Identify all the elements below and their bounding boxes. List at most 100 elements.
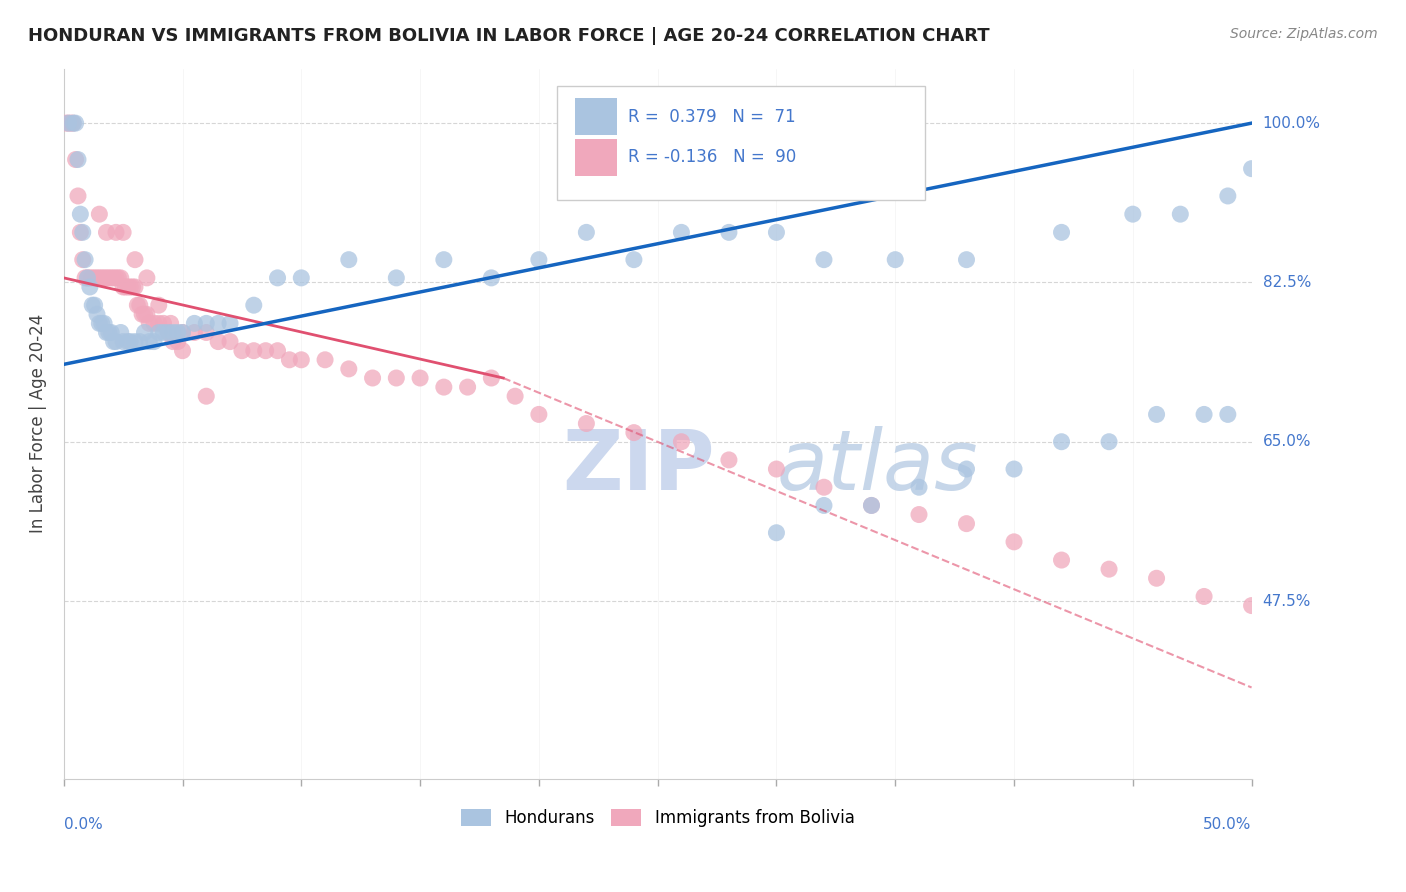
- Y-axis label: In Labor Force | Age 20-24: In Labor Force | Age 20-24: [30, 314, 46, 533]
- Point: [908, 480, 931, 494]
- Point: [69, 225, 91, 239]
- Point: [128, 334, 150, 349]
- Point: [55, 116, 77, 130]
- Point: [243, 343, 266, 358]
- Point: [82, 298, 104, 312]
- Point: [860, 499, 883, 513]
- Point: [75, 271, 97, 285]
- Point: [433, 252, 456, 267]
- Point: [166, 326, 188, 340]
- Point: [337, 362, 360, 376]
- Point: [290, 352, 312, 367]
- Point: [128, 298, 150, 312]
- Point: [527, 408, 550, 422]
- Point: [58, 116, 80, 130]
- Text: 50.0%: 50.0%: [1204, 817, 1251, 832]
- Text: atlas: atlas: [776, 425, 979, 507]
- Point: [96, 225, 118, 239]
- Point: [385, 271, 408, 285]
- Point: [76, 271, 98, 285]
- Point: [671, 434, 693, 449]
- Point: [79, 271, 101, 285]
- Point: [207, 334, 229, 349]
- Point: [409, 371, 432, 385]
- Point: [112, 225, 135, 239]
- Point: [120, 280, 142, 294]
- Point: [433, 380, 456, 394]
- Point: [195, 317, 218, 331]
- Point: [1050, 553, 1073, 567]
- Point: [79, 280, 101, 294]
- Point: [110, 271, 132, 285]
- Point: [1146, 571, 1168, 585]
- Point: [219, 334, 242, 349]
- Text: HONDURAN VS IMMIGRANTS FROM BOLIVIA IN LABOR FORCE | AGE 20-24 CORRELATION CHART: HONDURAN VS IMMIGRANTS FROM BOLIVIA IN L…: [28, 27, 990, 45]
- Point: [93, 317, 115, 331]
- Point: [89, 207, 111, 221]
- Point: [1216, 408, 1239, 422]
- Point: [314, 352, 336, 367]
- Point: [127, 298, 149, 312]
- Point: [143, 317, 166, 331]
- Point: [82, 271, 104, 285]
- Point: [266, 343, 288, 358]
- Point: [112, 334, 135, 349]
- Point: [138, 334, 160, 349]
- Point: [62, 116, 84, 130]
- Point: [148, 326, 170, 340]
- Point: [813, 252, 835, 267]
- Point: [457, 380, 479, 394]
- Point: [134, 326, 156, 340]
- Point: [134, 307, 156, 321]
- Point: [1216, 189, 1239, 203]
- Point: [575, 225, 598, 239]
- Point: [172, 326, 194, 340]
- Point: [385, 371, 408, 385]
- Point: [955, 516, 977, 531]
- Text: R =  0.379   N =  71: R = 0.379 N = 71: [628, 108, 796, 126]
- Point: [104, 225, 127, 239]
- Point: [503, 389, 526, 403]
- FancyBboxPatch shape: [557, 87, 925, 200]
- Point: [72, 225, 94, 239]
- Point: [1002, 534, 1025, 549]
- Point: [135, 271, 157, 285]
- Point: [717, 453, 740, 467]
- Point: [117, 280, 139, 294]
- Point: [100, 271, 122, 285]
- Point: [278, 352, 301, 367]
- Point: [83, 298, 105, 312]
- Point: [124, 252, 146, 267]
- Point: [1146, 408, 1168, 422]
- Point: [1168, 207, 1191, 221]
- Point: [103, 271, 125, 285]
- Point: [120, 334, 142, 349]
- Point: [1122, 207, 1144, 221]
- Text: Source: ZipAtlas.com: Source: ZipAtlas.com: [1230, 27, 1378, 41]
- Point: [104, 271, 127, 285]
- Point: [90, 271, 112, 285]
- Point: [138, 317, 160, 331]
- Point: [148, 298, 170, 312]
- Text: 100.0%: 100.0%: [1263, 116, 1320, 130]
- Point: [1192, 408, 1215, 422]
- Point: [104, 334, 127, 349]
- Point: [58, 116, 80, 130]
- Point: [243, 298, 266, 312]
- Point: [231, 343, 253, 358]
- Point: [361, 371, 384, 385]
- Point: [162, 326, 184, 340]
- Point: [114, 280, 136, 294]
- Point: [1240, 161, 1263, 176]
- Point: [337, 252, 360, 267]
- Point: [112, 280, 135, 294]
- Point: [1098, 562, 1121, 576]
- Point: [103, 334, 125, 349]
- Point: [100, 326, 122, 340]
- Point: [527, 252, 550, 267]
- Point: [765, 462, 787, 476]
- Point: [813, 499, 835, 513]
- Point: [159, 317, 181, 331]
- Point: [97, 326, 120, 340]
- Point: [97, 271, 120, 285]
